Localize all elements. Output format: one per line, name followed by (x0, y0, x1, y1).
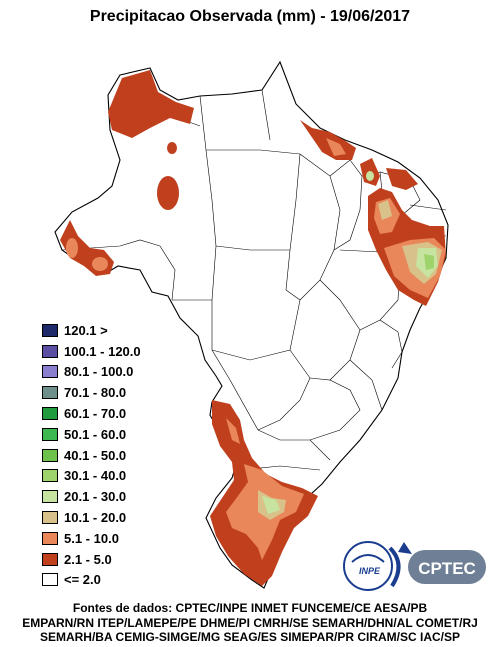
legend-item: <= 2.0 (42, 570, 141, 591)
legend-item: 120.1 > (42, 320, 141, 341)
legend-swatch (42, 427, 58, 441)
legend-label: 80.1 - 100.0 (64, 364, 134, 380)
legend-swatch (42, 552, 58, 566)
legend-item: 2.1 - 5.0 (42, 549, 141, 570)
source-line: SEMARH/BA CEMIG-SIMGE/MG SEAG/ES SIMEPAR… (39, 630, 461, 644)
legend: 120.1 > 100.1 - 120.0 80.1 - 100.0 70.1 - 8… (42, 320, 141, 590)
cptec-text: CPTEC (418, 559, 476, 578)
map-title: Precipitacao Observada (mm) - 19/06/2017 (89, 8, 411, 25)
legend-swatch (42, 490, 58, 504)
legend-label: 100.1 - 120.0 (64, 343, 141, 359)
legend-label: 40.1 - 50.0 (64, 447, 127, 463)
source-line: Fontes de dados: CPTEC/INPE INMET FUNCEM… (72, 601, 428, 615)
data-sources: Fontes de dados: CPTEC/INPE INMET FUNCEM… (0, 601, 500, 645)
legend-item: 20.1 - 30.0 (42, 486, 141, 507)
cptec-logo (408, 550, 486, 584)
precip-30-40 (424, 254, 434, 270)
legend-item: 30.1 - 40.0 (42, 466, 141, 487)
legend-swatch (42, 573, 58, 587)
legend-label: 10.1 - 20.0 (64, 510, 127, 526)
legend-swatch (42, 448, 58, 462)
legend-item: 5.1 - 10.0 (42, 528, 141, 549)
legend-label: 60.1 - 70.0 (64, 406, 127, 422)
legend-item: 10.1 - 20.0 (42, 507, 141, 528)
logo-area: INPE CPTEC (343, 541, 486, 591)
legend-label: 70.1 - 80.0 (64, 385, 127, 401)
inpe-text: INPE (359, 566, 381, 576)
source-line: EMPARN/RN ITEP/LAMEPE/PE DHME/PI CMRH/SE… (22, 615, 478, 630)
legend-label: <= 2.0 (64, 572, 101, 588)
legend-item: 70.1 - 80.0 (42, 382, 141, 403)
legend-label: 2.1 - 5.0 (64, 551, 112, 567)
legend-swatch (42, 511, 58, 525)
legend-label: 5.1 - 10.0 (64, 530, 119, 546)
legend-swatch (42, 407, 58, 421)
legend-swatch (42, 365, 58, 379)
legend-swatch (42, 344, 58, 358)
legend-item: 80.1 - 100.0 (42, 362, 141, 383)
legend-item: 100.1 - 120.0 (42, 341, 141, 362)
legend-item: 40.1 - 50.0 (42, 445, 141, 466)
legend-swatch (42, 531, 58, 545)
inpe-logo (343, 541, 393, 591)
legend-label: 50.1 - 60.0 (64, 426, 127, 442)
legend-label: 30.1 - 40.0 (64, 468, 127, 484)
legend-item: 60.1 - 70.0 (42, 403, 141, 424)
legend-swatch (42, 469, 58, 483)
legend-label: 20.1 - 30.0 (64, 489, 127, 505)
legend-label: 120.1 > (64, 322, 108, 338)
legend-swatch (42, 323, 58, 337)
legend-swatch (42, 386, 58, 400)
legend-item: 50.1 - 60.0 (42, 424, 141, 445)
